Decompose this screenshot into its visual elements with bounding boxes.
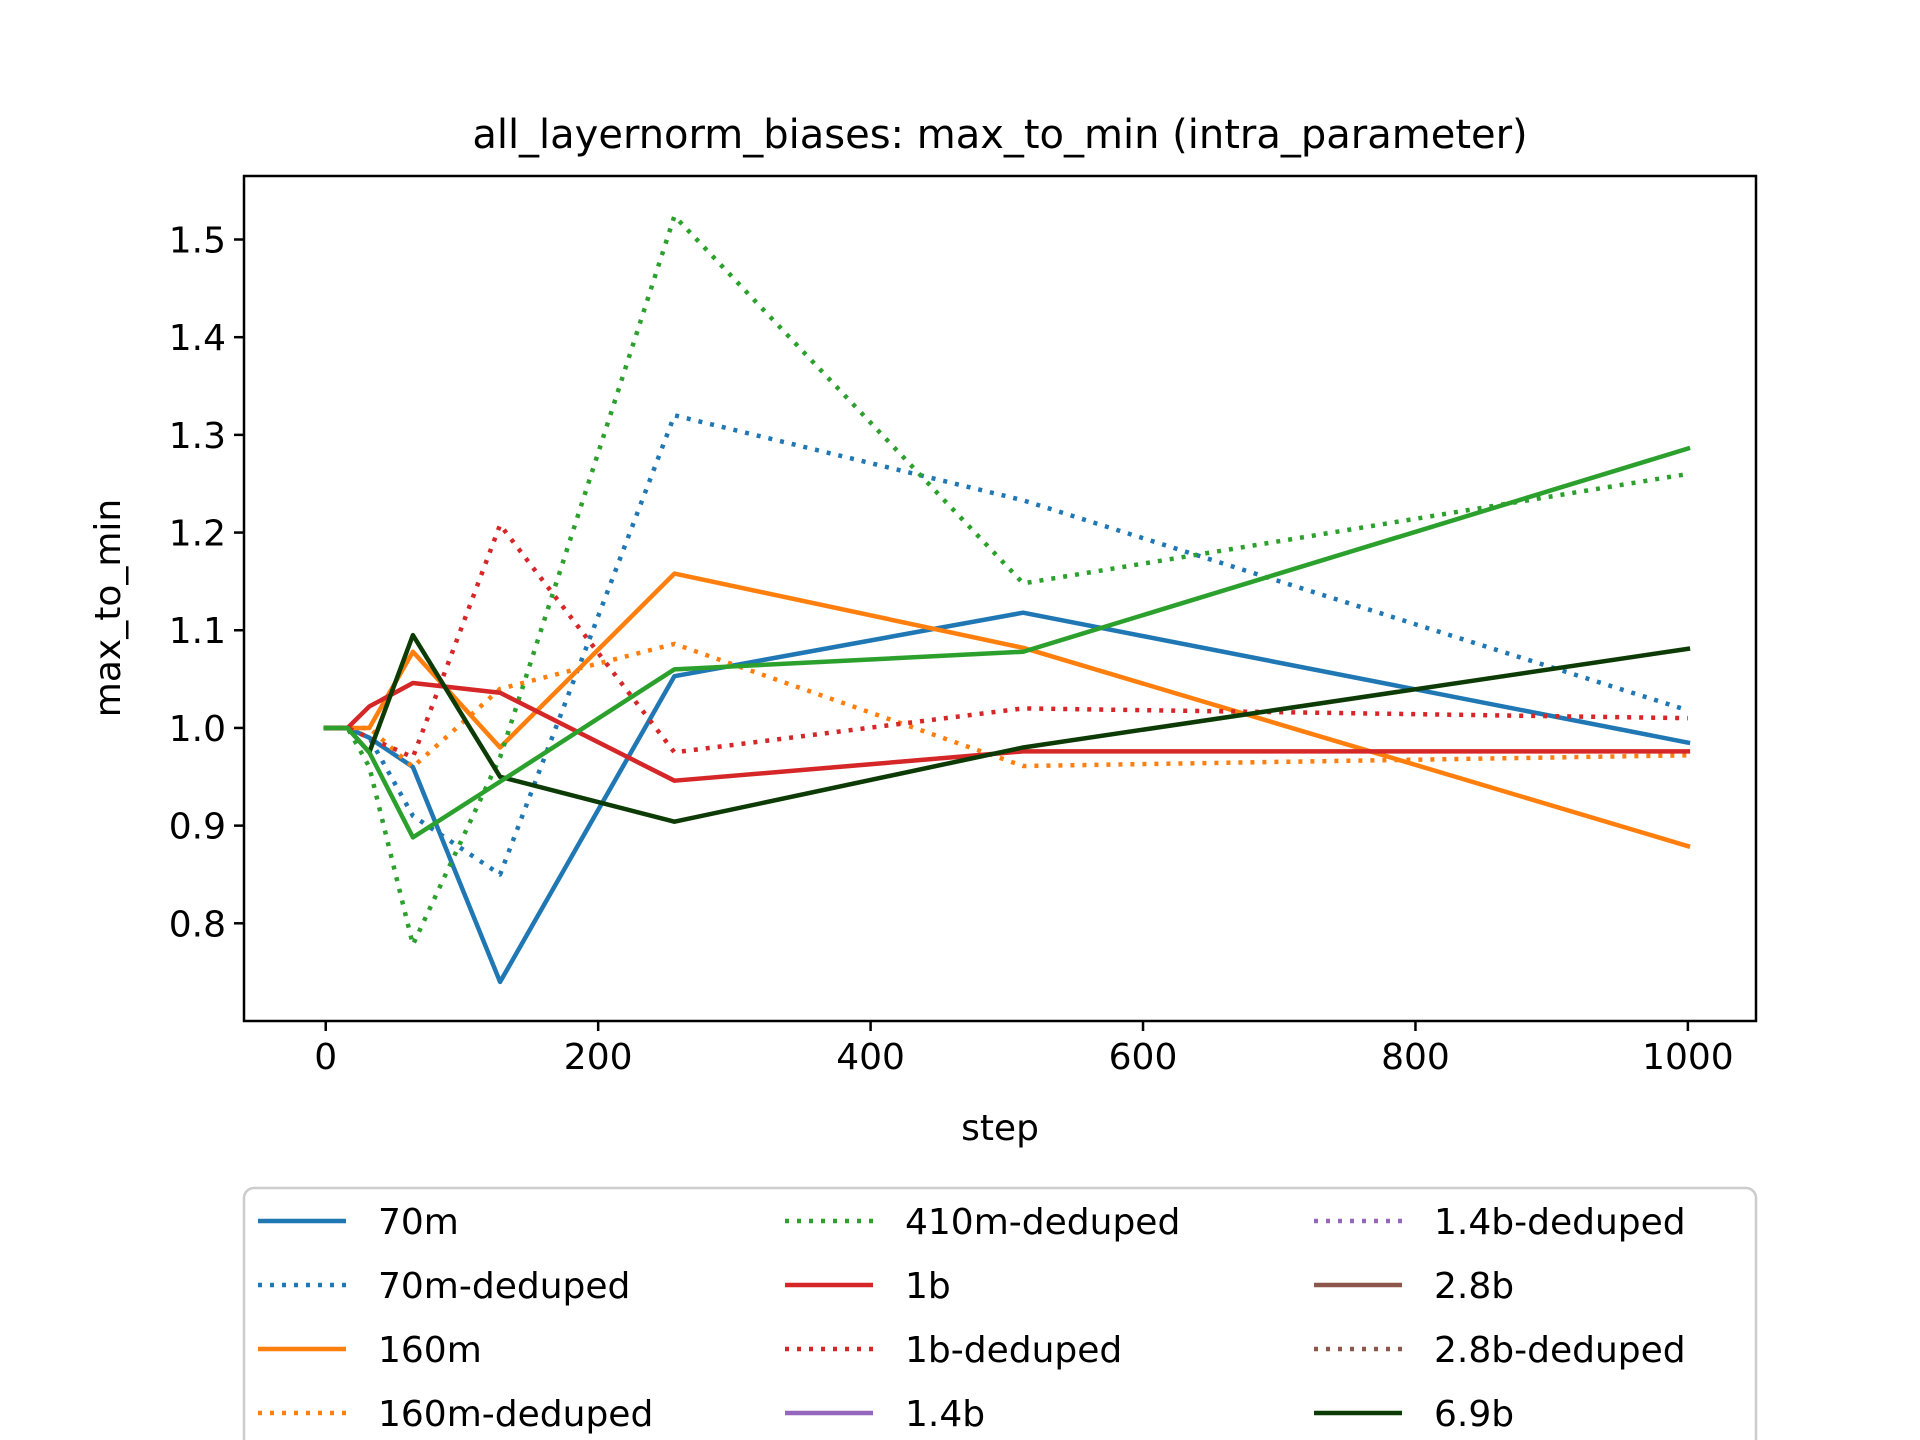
y-tick-label: 1.1 — [169, 611, 226, 652]
y-tick-label: 0.9 — [169, 807, 226, 848]
legend-label: 410m-deduped — [905, 1202, 1180, 1243]
plot-frame — [242, 174, 1758, 1023]
x-tick-label: 400 — [836, 1037, 905, 1078]
y-tick-label: 0.8 — [169, 904, 226, 945]
legend: 70m 70m-deduped 160m 160m-deduped 410m-dedup… — [242, 1186, 1758, 1440]
legend-label: 1b — [905, 1266, 951, 1307]
x-axis-ticks: 0 200 400 600 800 1000 — [314, 1021, 1734, 1078]
series-line-70m — [323, 610, 1691, 985]
legend-label: 1.4b — [905, 1394, 985, 1435]
legend-items: 70m 70m-deduped 160m 160m-deduped 410m-dedup… — [258, 1202, 1686, 1435]
legend-label: 1b-deduped — [905, 1330, 1122, 1371]
x-tick-label: 200 — [564, 1037, 633, 1078]
legend-label: 1.4b-deduped — [1434, 1202, 1686, 1243]
y-tick-label: 1.0 — [169, 709, 226, 750]
legend-label: 160m-deduped — [378, 1394, 653, 1435]
x-tick-label: 600 — [1109, 1037, 1178, 1078]
y-tick-label: 1.5 — [169, 220, 226, 261]
series-layer — [323, 213, 1691, 985]
series-line-1b-deduped — [325, 522, 1688, 760]
legend-label: 70m-deduped — [378, 1266, 630, 1307]
series-line-1b — [323, 680, 1691, 783]
legend-frame — [242, 1186, 1758, 1440]
legend-label: 2.8b-deduped — [1434, 1330, 1686, 1371]
y-axis-label: max_to_min — [88, 499, 129, 717]
legend-label: 160m — [378, 1330, 482, 1371]
y-tick-label: 1.4 — [169, 318, 226, 359]
legend-label: 6.9b — [1434, 1394, 1514, 1435]
x-tick-label: 1000 — [1642, 1037, 1734, 1078]
y-tick-label: 1.3 — [169, 416, 226, 457]
x-tick-label: 800 — [1381, 1037, 1450, 1078]
series-line-unlabeled — [323, 445, 1691, 840]
y-tick-label: 1.2 — [169, 514, 226, 555]
legend-label: 2.8b — [1434, 1266, 1514, 1307]
y-axis-ticks: 0.8 0.9 1.0 1.1 1.2 1.3 1.4 1.5 — [169, 220, 244, 945]
x-tick-label: 0 — [314, 1037, 337, 1078]
x-axis-label: step — [961, 1108, 1039, 1149]
legend-label: 70m — [378, 1202, 459, 1243]
series-line-410m-deduped — [325, 213, 1689, 948]
chart-title: all_layernorm_biases: max_to_min (intra_… — [472, 112, 1527, 158]
